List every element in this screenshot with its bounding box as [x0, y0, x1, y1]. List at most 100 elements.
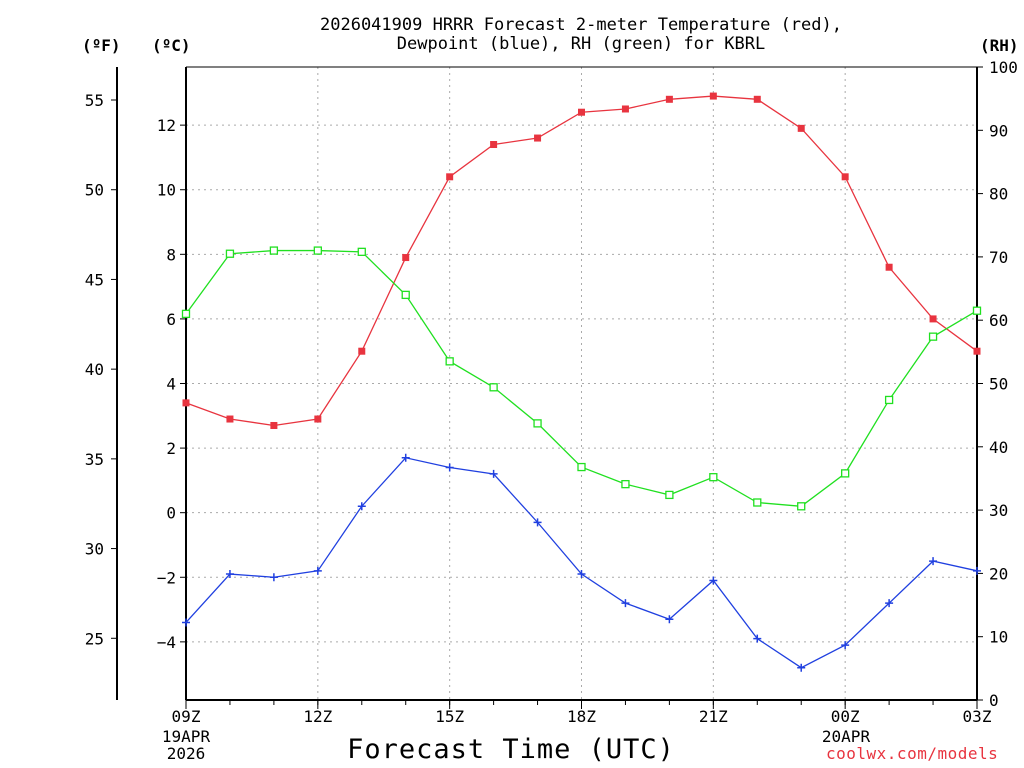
rh-point: [181, 309, 191, 319]
temperature-point: [358, 347, 366, 355]
dewpoint-point: [182, 618, 190, 627]
start-date-day: 19APR: [161, 727, 211, 746]
dewpoint-point: [533, 518, 542, 527]
dewpoint-point: [665, 615, 674, 624]
rh-point: [972, 306, 982, 315]
dewpoint-point: [973, 566, 981, 575]
celsius-tick-label: 6: [166, 310, 176, 329]
rh-tick-label: 10: [989, 628, 1008, 647]
celsius-unit-label: (ºC): [152, 36, 191, 55]
x-tick-label: 12Z: [303, 707, 332, 726]
dewpoint-point: [577, 570, 586, 579]
celsius-tick-label: 8: [166, 245, 176, 264]
title-line-2: Dewpoint (blue), RH (green) for KBRL: [396, 34, 766, 54]
mid-date-caption: 20APR: [812, 728, 880, 745]
celsius-tick-label: −2: [157, 568, 176, 587]
rh-tick-label: 50: [989, 375, 1008, 394]
rh-point: [884, 395, 894, 405]
temperature-point: [797, 124, 805, 132]
temperature-point: [226, 415, 234, 423]
temperature-point: [841, 173, 849, 181]
title-line-1: 2026041909 HRRR Forecast 2-meter Tempera…: [320, 15, 842, 35]
credit-link[interactable]: coolwx.com/models: [826, 744, 999, 763]
rh-point: [445, 357, 454, 366]
dewpoint-line: [185, 457, 978, 669]
dewpoint-point: [797, 663, 806, 672]
temperature-point: [182, 399, 190, 407]
rh-tick-label: 70: [989, 248, 1008, 267]
x-tick-label: 18Z: [567, 707, 596, 726]
rh-point: [401, 290, 410, 300]
rh-tick-label: 90: [989, 121, 1008, 140]
fahrenheit-tick-label: 40: [85, 360, 104, 379]
rh-point: [357, 247, 366, 256]
rh-point: [753, 498, 762, 507]
dewpoint-point: [929, 557, 938, 566]
celsius-tick-label: 12: [157, 116, 176, 135]
temperature-point: [402, 254, 410, 262]
mid-date-day: 20APR: [821, 727, 871, 746]
rh-tick-label: 0: [989, 691, 999, 710]
fahrenheit-tick-label: 35: [85, 450, 104, 469]
dewpoint-point: [445, 463, 454, 472]
rh-point: [225, 249, 235, 258]
rh-point: [928, 332, 938, 341]
temperature-point: [534, 134, 542, 142]
dewpoint-point: [225, 570, 234, 579]
celsius-tick-label: −4: [157, 633, 176, 652]
dewpoint-point: [621, 599, 630, 608]
rh-point: [269, 246, 279, 255]
x-tick-label: 03Z: [963, 707, 992, 726]
temperature-point: [665, 95, 673, 103]
start-date-year: 2026: [166, 744, 206, 763]
dewpoint-point: [885, 599, 894, 608]
fahrenheit-tick-label: 30: [85, 540, 104, 559]
x-tick-label: 00Z: [831, 707, 860, 726]
rh-point: [797, 502, 806, 511]
rh-point: [709, 473, 718, 482]
rh-tick-label: 60: [989, 311, 1008, 330]
celsius-tick-label: 0: [166, 504, 176, 523]
temperature-point: [929, 315, 937, 323]
rh-point: [841, 469, 850, 478]
rh-tick-label: 100: [989, 58, 1018, 77]
temperature-point: [314, 415, 322, 423]
rh-point: [489, 383, 498, 392]
x-axis-title: Forecast Time (UTC): [347, 734, 675, 765]
rh-point: [313, 246, 322, 255]
rh-point: [621, 479, 630, 489]
start-date-caption: 19APR 2026: [158, 728, 214, 762]
dewpoint-point: [753, 634, 762, 643]
x-tick-label: 09Z: [172, 707, 201, 726]
temperature-point: [270, 421, 278, 429]
dewpoint-point: [841, 641, 850, 650]
dewpoint-point: [269, 573, 278, 582]
temperature-point: [753, 95, 761, 103]
x-tick-label: 21Z: [699, 707, 728, 726]
rh-tick-label: 20: [989, 564, 1008, 583]
celsius-tick-label: 10: [157, 181, 176, 200]
rh-point: [533, 419, 542, 428]
fahrenheit-tick-label: 55: [85, 91, 104, 110]
rh-tick-label: 80: [989, 185, 1008, 204]
rh-tick-label: 30: [989, 501, 1008, 520]
chart-title: 2026041909 HRRR Forecast 2-meter Tempera…: [186, 16, 976, 54]
dewpoint-point: [357, 502, 366, 511]
temperature-point: [490, 141, 498, 149]
fahrenheit-unit-label: (ºF): [82, 36, 121, 55]
temperature-point: [709, 92, 717, 100]
temperature-point: [621, 105, 629, 113]
temperature-point: [973, 347, 981, 355]
rh-unit-label: (RH): [980, 36, 1019, 55]
celsius-tick-label: 2: [166, 439, 176, 458]
rh-point: [665, 490, 674, 500]
dewpoint-point: [313, 566, 322, 575]
x-tick-label: 15Z: [435, 707, 464, 726]
fahrenheit-tick-label: 25: [85, 629, 104, 648]
dewpoint-point: [401, 453, 410, 462]
temperature-point: [885, 263, 893, 271]
dewpoint-point: [709, 576, 718, 585]
celsius-tick-label: 4: [166, 375, 176, 394]
fahrenheit-tick-label: 50: [85, 181, 104, 200]
